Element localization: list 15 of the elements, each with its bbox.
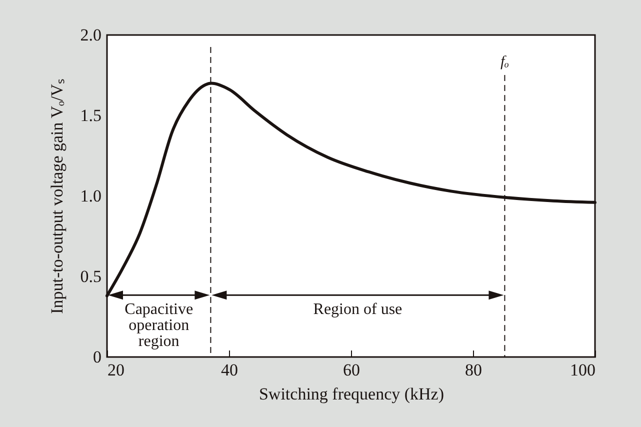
y-tick-label: 2.0 (80, 26, 102, 44)
x-tick-label: 20 (108, 360, 124, 380)
annotation: Region of use (313, 301, 402, 318)
annotation: Capacitive operation region (124, 301, 194, 350)
x-tick-label: 60 (343, 360, 360, 380)
ref-line-label: fₒ (500, 54, 509, 70)
x-axis-title: Switching frequency (kHz) (258, 384, 444, 404)
y-tick-label: 0 (93, 348, 102, 366)
y-axis-title: Input-to-output voltage gain Vₒ/Vₛ (47, 79, 66, 314)
x-tick-label: 80 (465, 360, 482, 380)
y-tick-label: 1.5 (80, 106, 102, 125)
x-tick-label: 100 (570, 360, 596, 380)
y-tick-label: 1.0 (80, 186, 102, 206)
x-tick-label: 40 (221, 360, 238, 380)
y-tick-label: 0.5 (80, 267, 102, 286)
